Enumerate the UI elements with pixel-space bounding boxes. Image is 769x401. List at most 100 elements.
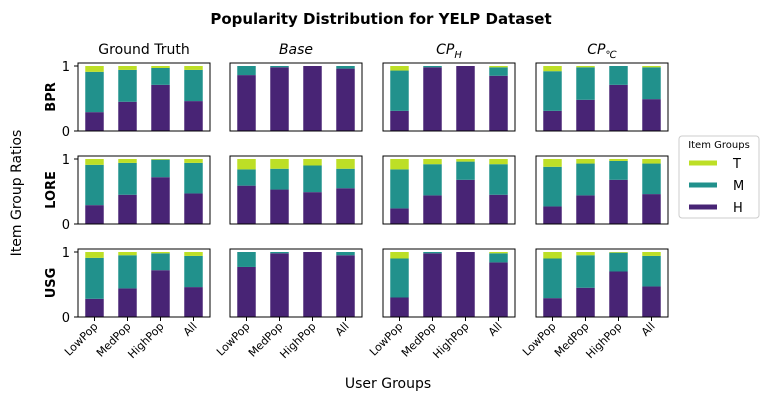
legend: Item Groups TMH: [678, 135, 760, 219]
bar-bpr-2-lowpop-H: [237, 75, 256, 131]
panel-frame: [229, 155, 363, 225]
bar-bpr-4-medpop-M: [576, 67, 595, 100]
panel-frame: [77, 248, 211, 318]
bar-lore-1-all-T: [184, 159, 203, 163]
panel-frame: [382, 248, 516, 318]
bar-bpr-4-all-H: [642, 99, 661, 131]
bar-lore-2-all-T: [336, 159, 355, 169]
bar-usg-1-all-T: [184, 252, 203, 256]
bar-usg-1-all-H: [184, 287, 203, 317]
bar-usg-1-lowpop-M: [85, 257, 104, 299]
row-label-usg: USG: [44, 268, 59, 299]
bar-lore-4-medpop-H: [576, 195, 595, 224]
bar-usg-1-highpop-H: [151, 270, 170, 317]
row-label-lore: LORE: [44, 171, 59, 209]
bar-usg-4-medpop-T: [576, 252, 595, 256]
bar-lore-1-highpop-T: [151, 159, 170, 160]
bar-usg-4-highpop-H: [609, 271, 628, 317]
bar-bpr-1-lowpop-H: [85, 112, 104, 131]
bar-bpr-1-medpop-H: [118, 101, 137, 131]
bar-bpr-3-all-T: [489, 66, 508, 68]
bar-usg-1-all-M: [184, 255, 203, 288]
bar-usg-3-highpop-H: [456, 252, 475, 317]
bar-bpr-1-medpop-M: [118, 69, 137, 102]
bar-bpr-4-all-M: [642, 67, 661, 100]
bar-usg-2-medpop-H: [270, 253, 289, 317]
bar-usg-4-lowpop-M: [543, 258, 562, 299]
bar-lore-3-lowpop-T: [390, 159, 409, 170]
bar-bpr-1-all-H: [184, 101, 203, 131]
bar-lore-3-medpop-H: [423, 195, 442, 224]
bar-usg-3-lowpop-H: [390, 297, 409, 317]
column-title-2: Base: [279, 42, 313, 58]
bar-bpr-2-highpop-H: [303, 66, 322, 131]
column-title-3: CPH: [436, 42, 462, 61]
panel-bpr-3: CPH: [382, 42, 516, 132]
bar-bpr-3-all-H: [489, 75, 508, 131]
bar-usg-4-highpop-T: [609, 252, 628, 253]
bar-lore-4-all-T: [642, 159, 661, 164]
y-tick-label: 1: [62, 246, 70, 261]
bar-usg-2-lowpop-H: [237, 266, 256, 317]
bar-lore-2-lowpop-M: [237, 169, 256, 186]
bar-bpr-1-medpop-T: [118, 66, 137, 70]
x-tick-label-all: All: [333, 320, 352, 339]
bar-lore-1-medpop-T: [118, 159, 137, 163]
y-tick-label: 0: [62, 125, 70, 140]
bar-usg-4-all-T: [642, 252, 661, 256]
bar-bpr-2-medpop-H: [270, 67, 289, 131]
bar-bpr-2-all-H: [336, 68, 355, 131]
bar-bpr-3-medpop-H: [423, 67, 442, 131]
bar-lore-2-all-H: [336, 188, 355, 224]
bar-lore-2-all-M: [336, 168, 355, 189]
panel-frame: [229, 62, 363, 132]
bar-bpr-1-highpop-T: [151, 66, 170, 68]
legend-title: Item Groups: [688, 140, 750, 151]
x-axis-label: User Groups: [345, 376, 431, 392]
bar-lore-4-all-M: [642, 163, 661, 195]
bar-usg-2-all-H: [336, 255, 355, 317]
bar-lore-4-lowpop-H: [543, 206, 562, 224]
bar-usg-3-lowpop-M: [390, 258, 409, 298]
bar-lore-3-highpop-T: [456, 159, 475, 162]
bar-lore-4-lowpop-M: [543, 166, 562, 207]
bar-bpr-4-medpop-T: [576, 66, 595, 68]
bar-usg-3-all-M: [489, 253, 508, 263]
bar-lore-3-lowpop-M: [390, 169, 409, 209]
panel-frame: [382, 155, 516, 225]
bar-bpr-1-lowpop-M: [85, 71, 104, 113]
bar-bpr-4-lowpop-H: [543, 110, 562, 131]
bar-usg-1-medpop-H: [118, 288, 137, 317]
y-axis-label: Item Group Ratios: [9, 130, 25, 257]
bar-usg-3-lowpop-T: [390, 252, 409, 259]
panel-frame: [77, 155, 211, 225]
bar-lore-2-highpop-H: [303, 192, 322, 224]
panel-lore-2: [229, 155, 363, 225]
x-tick-label-highpop: HighPop: [583, 320, 624, 361]
bar-usg-1-highpop-M: [151, 253, 170, 271]
bar-usg-4-all-H: [642, 286, 661, 317]
bar-lore-2-lowpop-T: [237, 159, 256, 170]
y-tick-label: 0: [62, 311, 70, 326]
bar-bpr-4-all-T: [642, 66, 661, 68]
legend-label-t: T: [732, 157, 741, 172]
bar-bpr-2-medpop-M: [270, 66, 289, 68]
bar-bpr-4-highpop-H: [609, 84, 628, 131]
bar-lore-2-lowpop-H: [237, 185, 256, 224]
x-tick-label-highpop: HighPop: [125, 320, 166, 361]
bar-usg-4-lowpop-T: [543, 252, 562, 259]
bar-lore-1-all-H: [184, 193, 203, 224]
panel-bpr-4: CP℃: [535, 42, 669, 132]
panel-frame: [77, 62, 211, 132]
panel-frame: [382, 62, 516, 132]
bar-lore-1-lowpop-M: [85, 164, 104, 206]
panel-bpr-2: Base: [229, 42, 363, 132]
bar-usg-3-medpop-M: [423, 252, 442, 254]
bar-usg-4-highpop-M: [609, 252, 628, 272]
legend-label-m: M: [733, 179, 744, 194]
bar-bpr-1-highpop-H: [151, 84, 170, 131]
bar-bpr-3-highpop-H: [456, 66, 475, 131]
bar-usg-2-lowpop-M: [237, 252, 256, 267]
